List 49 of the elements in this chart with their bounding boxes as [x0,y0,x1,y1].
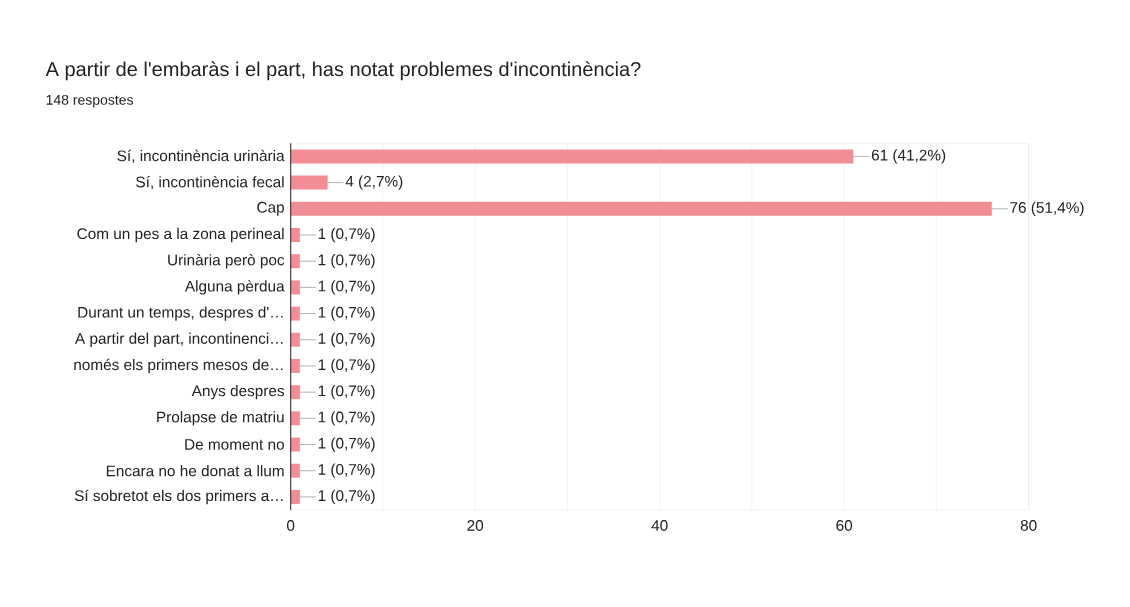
y-tick-label: Durant un temps, despres d'… [78,306,283,321]
data-label: 1 (0,7%) [318,254,375,269]
y-tick-label: Cap [257,201,284,216]
bar [290,306,300,321]
x-tick-label: 20 [467,520,484,531]
bar [290,489,300,504]
data-label: 1 (0,7%) [318,463,375,478]
y-tick-label: només els primers mesos de… [74,358,283,374]
data-label: 1 (0,7%) [318,411,375,426]
bar [290,437,300,452]
x-tick-label: 40 [651,520,668,531]
y-tick-label: Com un pes a la zona perineal [77,227,284,243]
chart-title: A partir de l'embaràs i el part, has notat problemes d'incontinència? [45,61,641,81]
bar [290,175,328,190]
data-label: 76 (51,4%) [1010,201,1084,216]
y-tick-label: Sí sobretot els dos primers a… [74,489,283,505]
bar [290,385,300,400]
data-label: 1 (0,7%) [318,227,375,243]
y-tick-label: Urinària però poc [168,253,285,269]
y-tick-label: De moment no [185,439,284,450]
y-tick-label: Sí, incontinència fecal [136,175,284,190]
data-label: 61 (41,2%) [871,149,946,164]
y-tick-label: Anys despres [191,385,285,400]
bar [290,149,854,164]
y-tick-label: Sí, incontinència urinària [117,149,285,164]
data-label: 1 (0,7%) [318,306,375,321]
bar [290,358,300,373]
y-tick-label: A partir del part, incontinenci… [74,332,283,347]
data-label: 1 (0,7%) [318,385,375,400]
data-label: 4 (2,7%) [345,175,403,190]
bar [290,254,300,269]
data-label: 1 (0,7%) [318,437,375,452]
bar [290,332,300,347]
data-label: 1 (0,7%) [318,358,375,374]
bar [290,280,300,295]
bar [290,411,300,426]
x-tick-label: 60 [836,520,853,531]
text: 148 respostes [46,94,134,108]
y-tick-label: Prolapse de matriu [157,411,284,426]
data-label: 1 (0,7%) [318,280,375,295]
data-label: 1 (0,7%) [318,332,375,347]
y-tick-label: Encara no he donat a llum [106,465,284,477]
bar [290,463,300,478]
bar [290,228,300,242]
bar [290,201,992,216]
x-tick-label: 0 [287,520,295,531]
x-tick-label: 80 [1020,520,1037,531]
y-tick-label: Alguna pèrdua [184,280,285,295]
data-label: 1 (0,7%) [318,489,375,505]
